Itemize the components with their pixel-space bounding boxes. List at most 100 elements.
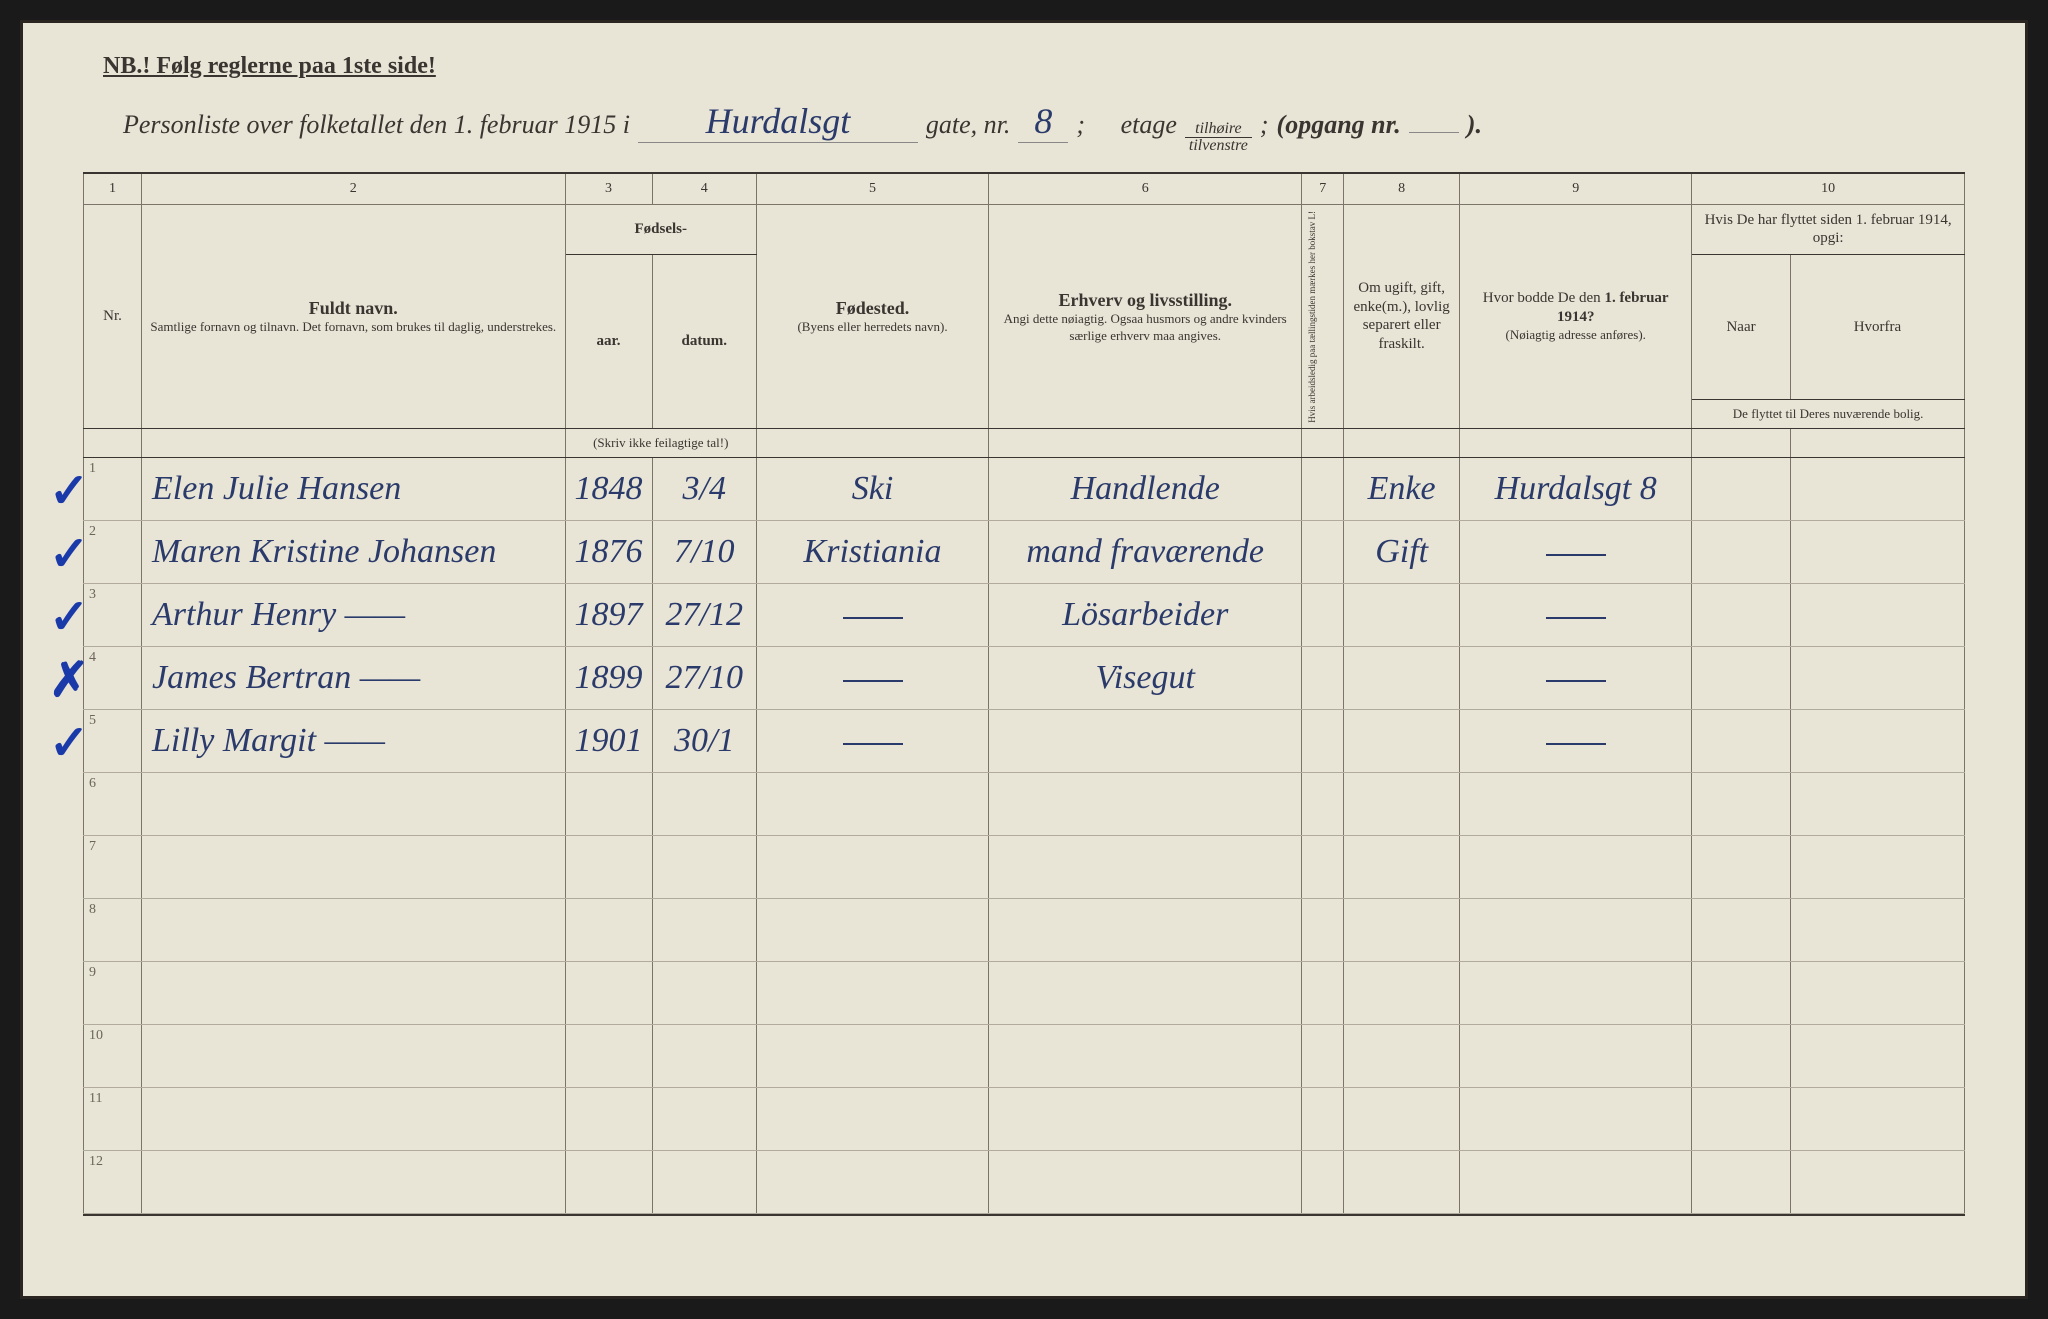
- col-birth-note: (Skriv ikke feilagtige tal!): [565, 429, 756, 458]
- fraction-top: tilhøire: [1185, 121, 1252, 138]
- cell-year: [565, 962, 652, 1025]
- cell-col7: [1302, 836, 1344, 899]
- cell-name: [142, 1088, 566, 1151]
- cell-from: [1790, 1088, 1964, 1151]
- cell-date: 27/12: [652, 584, 756, 647]
- cell-status: [1344, 584, 1460, 647]
- cell-date: 7/10: [652, 521, 756, 584]
- cell-col7: [1302, 899, 1344, 962]
- col-10-sub: De flyttet til Deres nuværende bolig.: [1692, 399, 1965, 428]
- cell-year: [565, 1151, 652, 1214]
- cell-when: [1692, 1025, 1791, 1088]
- nb-notice: NB.! Følg reglerne paa 1ste side!: [83, 53, 1965, 80]
- cell-place: [756, 647, 988, 710]
- cell-occupation: [989, 1025, 1302, 1088]
- gate-label: gate, nr.: [926, 110, 1011, 140]
- cell-address: [1460, 836, 1692, 899]
- col-occ-title: Erhverv og livsstilling.: [995, 289, 1295, 312]
- col-7-head: Hvis arbeidsledig paa tællingstiden mærk…: [1302, 204, 1344, 429]
- cell-address: [1460, 899, 1692, 962]
- etage-fraction: tilhøire tilvenstre: [1185, 121, 1252, 154]
- cell-occupation: Visegut: [989, 647, 1302, 710]
- sep2: ;: [1260, 110, 1269, 140]
- gate-nr-value: 8: [1018, 100, 1068, 143]
- row-number: ✓2: [84, 521, 142, 584]
- col-occ-sub: Angi dette nøiagtig. Ogsaa husmors og an…: [995, 311, 1295, 344]
- cell-status: [1344, 710, 1460, 773]
- cell-place: Kristiania: [756, 521, 988, 584]
- cell-from: [1790, 647, 1964, 710]
- cell-occupation: [989, 899, 1302, 962]
- table-row: ✓1Elen Julie Hansen18483/4SkiHandlendeEn…: [84, 458, 1965, 521]
- table-row: 7: [84, 836, 1965, 899]
- col-place-head: Fødested. (Byens eller herredets navn).: [756, 204, 988, 429]
- row-checkmark: ✓: [49, 526, 89, 582]
- cell-name: [142, 836, 566, 899]
- cell-place: [756, 899, 988, 962]
- cell-status: [1344, 773, 1460, 836]
- col-8-head: Om ugift, gift, enke(m.), lovlig separer…: [1344, 204, 1460, 429]
- colnum-6: 6: [989, 174, 1302, 204]
- row-number: 8: [84, 899, 142, 962]
- cell-from: [1790, 773, 1964, 836]
- cell-place: [756, 1025, 988, 1088]
- cell-when: [1692, 773, 1791, 836]
- cell-name: [142, 1025, 566, 1088]
- row-number: ✓3: [84, 584, 142, 647]
- col-9-sub: (Nøiagtig adresse anføres).: [1466, 327, 1685, 343]
- cell-date: 27/10: [652, 647, 756, 710]
- table-body: ✓1Elen Julie Hansen18483/4SkiHandlendeEn…: [84, 458, 1965, 1214]
- cell-when: [1692, 1151, 1791, 1214]
- cell-date: [652, 962, 756, 1025]
- cell-col7: [1302, 647, 1344, 710]
- cell-place: [756, 1151, 988, 1214]
- cell-occupation: [989, 1151, 1302, 1214]
- cell-name: James Bertran ——: [142, 647, 566, 710]
- opgang-label: (opgang nr.: [1277, 110, 1401, 140]
- cell-date: 3/4: [652, 458, 756, 521]
- census-table: 1 2 3 4 5 6 7 8 9 10 Nr. Fuldt navn. Sam…: [83, 174, 1965, 1214]
- cell-year: 1901: [565, 710, 652, 773]
- cell-date: [652, 899, 756, 962]
- cell-address: [1460, 710, 1692, 773]
- colnum-2: 2: [142, 174, 566, 204]
- cell-place: [756, 584, 988, 647]
- row-checkmark: ✓: [49, 715, 89, 771]
- col-name-head: Fuldt navn. Samtlige fornavn og tilnavn.…: [142, 204, 566, 429]
- row-number: ✓5: [84, 710, 142, 773]
- colnum-3: 3: [565, 174, 652, 204]
- row-number: 6: [84, 773, 142, 836]
- cell-occupation: Handlende: [989, 458, 1302, 521]
- row-checkmark: ✓: [49, 589, 89, 645]
- row-number: 11: [84, 1088, 142, 1151]
- cell-col7: [1302, 1025, 1344, 1088]
- cell-occupation: [989, 962, 1302, 1025]
- cell-status: [1344, 899, 1460, 962]
- cell-from: [1790, 1025, 1964, 1088]
- col-10b-head: Hvorfra: [1790, 255, 1964, 400]
- cell-year: 1897: [565, 584, 652, 647]
- table-row: 8: [84, 899, 1965, 962]
- cell-place: [756, 836, 988, 899]
- etage-label: etage: [1121, 110, 1177, 140]
- cell-address: [1460, 521, 1692, 584]
- colnum-10: 10: [1692, 174, 1965, 204]
- col-nr-head: Nr.: [84, 204, 142, 429]
- cell-from: [1790, 458, 1964, 521]
- cell-status: [1344, 647, 1460, 710]
- cell-when: [1692, 836, 1791, 899]
- row-number: 7: [84, 836, 142, 899]
- cell-address: [1460, 1151, 1692, 1214]
- cell-year: 1848: [565, 458, 652, 521]
- cell-col7: [1302, 1151, 1344, 1214]
- cell-date: [652, 1025, 756, 1088]
- cell-when: [1692, 962, 1791, 1025]
- cell-name: Maren Kristine Johansen: [142, 521, 566, 584]
- cell-occupation: [989, 710, 1302, 773]
- cell-address: [1460, 962, 1692, 1025]
- col-10-head: Hvis De har flyttet siden 1. februar 191…: [1692, 204, 1965, 255]
- cell-year: 1876: [565, 521, 652, 584]
- cell-from: [1790, 521, 1964, 584]
- col-9-head: Hvor bodde De den 1. februar 1914? (Nøia…: [1460, 204, 1692, 429]
- col-place-title: Fødested.: [763, 297, 982, 320]
